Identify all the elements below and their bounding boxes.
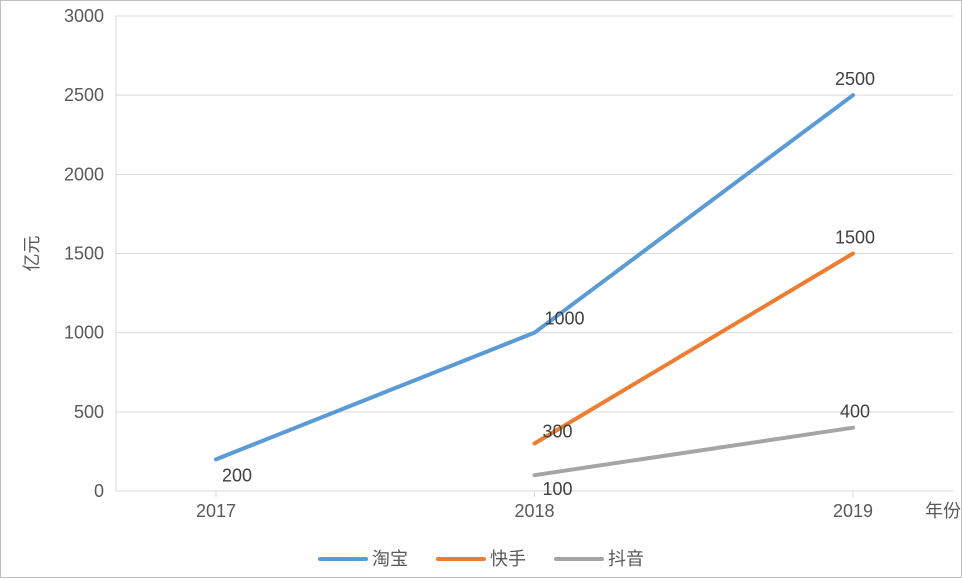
chart-svg: 0 500 1000 1500 2000 2500 3000 2017 2018 2019 年份 亿元… [1, 1, 962, 579]
data-label-0-0: 200 [222, 465, 252, 485]
data-label-0-1: 1000 [545, 309, 585, 329]
data-label-1-0: 300 [543, 422, 573, 442]
y-tick-label: 3000 [64, 6, 104, 26]
x-tick-label: 2018 [514, 501, 554, 521]
y-tick-label: 2500 [64, 85, 104, 105]
series-line-0 [216, 95, 853, 459]
y-tick-label: 500 [74, 402, 104, 422]
legend-label-0: 淘宝 [372, 549, 408, 569]
legend-label-2: 抖音 [608, 549, 644, 569]
data-label-0-2: 2500 [835, 69, 875, 89]
y-tick-label: 0 [94, 481, 104, 501]
line-chart: 0 500 1000 1500 2000 2500 3000 2017 2018 2019 年份 亿元… [0, 0, 962, 578]
data-label-1-1: 1500 [835, 228, 875, 248]
data-label-2-1: 400 [840, 402, 870, 422]
x-tick-label: 2019 [833, 501, 873, 521]
x-axis-title: 年份 [925, 501, 961, 521]
series-line-1 [535, 254, 854, 444]
y-tick-label: 1500 [64, 244, 104, 264]
y-tick-label: 1000 [64, 323, 104, 343]
series-line-2 [535, 428, 854, 476]
x-tick-label: 2017 [196, 501, 236, 521]
legend-label-1: 快手 [490, 549, 526, 569]
data-label-2-0: 100 [543, 479, 573, 499]
y-tick-label: 2000 [64, 164, 104, 184]
y-axis-title: 亿元 [22, 236, 42, 272]
